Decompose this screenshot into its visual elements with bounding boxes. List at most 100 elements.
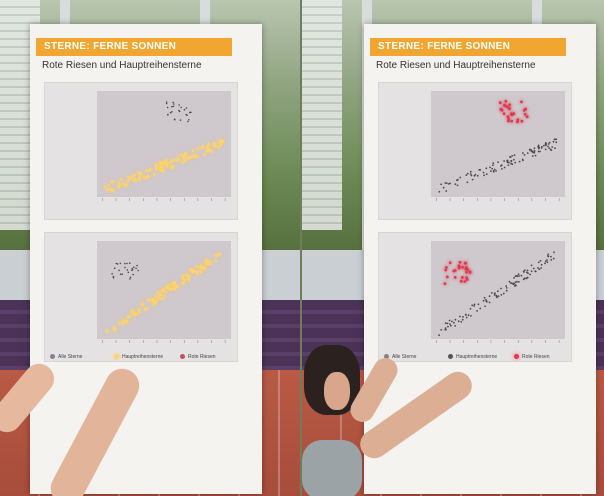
star-point (129, 278, 131, 280)
star-point (111, 273, 113, 275)
star-point (513, 158, 515, 161)
star-point (500, 287, 502, 290)
star-point (552, 257, 555, 260)
star-point (209, 262, 212, 265)
star-point (485, 173, 488, 176)
star-point (181, 275, 185, 279)
star-point (204, 259, 208, 262)
star-point (471, 178, 474, 181)
star-point (518, 160, 521, 163)
star-point (508, 161, 510, 164)
star-point (220, 140, 224, 144)
star-point (476, 174, 479, 177)
legend-all-stars[interactable]: Alle Sterne (384, 354, 416, 360)
star-point (511, 155, 514, 157)
star-point (524, 107, 528, 111)
star-point (499, 107, 503, 111)
legend-red-giants[interactable]: Rote Riesen (180, 354, 216, 360)
star-point (526, 152, 529, 154)
star-point (534, 154, 537, 157)
star-point (173, 287, 177, 291)
legend-main-sequence[interactable]: Hauptreihensterne (114, 354, 163, 360)
star-point (530, 270, 533, 273)
star-point (119, 273, 122, 275)
star-point (118, 183, 122, 187)
star-point (493, 168, 496, 171)
star-point (518, 275, 520, 277)
star-point (444, 328, 447, 331)
star-point (523, 271, 525, 273)
star-point (113, 267, 116, 270)
star-point (460, 276, 464, 279)
star-point (133, 173, 136, 177)
star-point (526, 276, 529, 279)
legend-red-giants[interactable]: Rote Riesen (514, 354, 550, 360)
star-point (554, 147, 556, 150)
star-point (508, 280, 511, 283)
star-point (497, 161, 499, 163)
star-point (189, 268, 192, 272)
star-point (196, 147, 200, 151)
star-point (170, 165, 174, 169)
star-point (191, 149, 195, 152)
star-point (461, 318, 464, 321)
star-point (456, 184, 459, 187)
star-point (132, 273, 134, 276)
star-point (217, 145, 221, 148)
star-point (154, 295, 157, 298)
star-point (546, 261, 549, 264)
legend-dot (114, 354, 119, 360)
legend-dot (384, 354, 389, 360)
star-point (520, 119, 524, 123)
star-point (488, 295, 491, 298)
star-point (154, 164, 158, 167)
star-point (196, 270, 200, 274)
star-point (111, 180, 114, 184)
star-point (188, 119, 190, 121)
star-point (503, 160, 505, 162)
star-point (179, 119, 182, 121)
legend-all-stars[interactable]: Alle Sterne (50, 354, 82, 360)
star-point (503, 104, 507, 107)
star-point (510, 119, 514, 123)
star-point (493, 294, 496, 296)
exhibit-panel: STERNE: FERNE SONNEN Rote Riesen und Hau… (30, 24, 262, 494)
star-point (549, 148, 552, 151)
star-point (179, 153, 182, 157)
star-point (438, 190, 441, 193)
star-point (465, 278, 469, 281)
star-point (459, 176, 462, 179)
star-point (185, 107, 188, 109)
star-point (537, 147, 540, 150)
star-point (161, 289, 165, 292)
star-point (176, 157, 180, 161)
star-point (510, 159, 513, 162)
star-point (112, 275, 115, 278)
star-point (496, 290, 499, 293)
star-point (511, 163, 514, 166)
star-point (528, 149, 531, 151)
legend-dot (50, 354, 55, 360)
star-point (107, 184, 110, 187)
star-point (199, 270, 203, 274)
star-point (165, 102, 168, 105)
star-point (166, 106, 169, 109)
plot-area (431, 91, 565, 197)
star-point (125, 321, 128, 324)
star-point (180, 106, 182, 109)
star-point (508, 103, 512, 107)
star-point (168, 161, 172, 164)
star-point (219, 138, 222, 142)
star-point (128, 262, 131, 264)
legend-main-sequence[interactable]: Hauptreihensterne (448, 354, 497, 360)
star-point (539, 150, 541, 153)
star-point (469, 170, 472, 173)
star-point (485, 300, 488, 303)
star-point (555, 141, 558, 144)
star-point (479, 307, 482, 310)
star-point (506, 161, 509, 164)
star-point (151, 297, 155, 300)
star-point (448, 319, 451, 322)
star-point (495, 296, 498, 299)
star-point (502, 292, 505, 295)
